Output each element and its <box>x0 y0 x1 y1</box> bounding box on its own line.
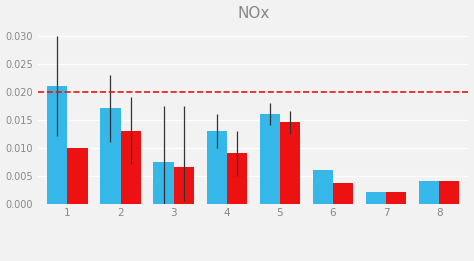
Bar <box>227 153 247 204</box>
Bar <box>120 131 141 204</box>
Bar <box>280 122 300 204</box>
Bar <box>260 114 280 204</box>
Bar <box>439 181 459 204</box>
Bar <box>313 170 333 204</box>
Bar <box>100 108 120 204</box>
Bar <box>207 131 227 204</box>
Bar <box>67 148 88 204</box>
Bar <box>173 167 194 204</box>
Bar <box>366 192 386 204</box>
Legend: CLTC, WLTC, CHINA VI b: CLTC, WLTC, CHINA VI b <box>145 259 362 261</box>
Bar <box>333 183 353 204</box>
Bar <box>47 86 67 204</box>
Bar <box>419 181 439 204</box>
Title: NOx: NOx <box>237 5 270 21</box>
Bar <box>154 162 173 204</box>
Bar <box>386 192 406 204</box>
